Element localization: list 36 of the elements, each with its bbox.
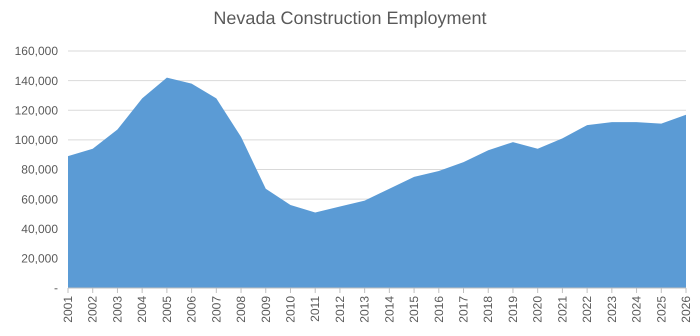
x-tick-label: 2014: [382, 296, 396, 323]
x-tick-label: 2023: [604, 296, 619, 323]
y-tick-label: 60,000: [21, 192, 58, 206]
y-tick-label: 80,000: [21, 162, 58, 177]
x-tick-label: 2011: [308, 296, 322, 322]
y-tick-label: 160,000: [14, 44, 58, 58]
x-tick-label: 2007: [209, 296, 224, 323]
y-tick-label: -: [54, 281, 58, 296]
y-tick-label: 120,000: [14, 103, 58, 118]
x-tick-label: 2017: [456, 296, 471, 323]
x-tick-label: 2010: [283, 296, 298, 323]
x-tick-label: 2021: [555, 296, 570, 323]
y-tick-label: 140,000: [14, 74, 58, 88]
x-tick-label: 2020: [530, 296, 545, 323]
y-tick-label: 20,000: [21, 252, 58, 266]
x-tick-label: 2025: [654, 296, 668, 323]
x-tick-label: 2019: [506, 296, 520, 323]
x-tick-label: 2012: [332, 296, 347, 323]
y-tick-label: 100,000: [14, 133, 58, 148]
x-tick-label: 2008: [234, 296, 248, 323]
x-tick-label: 2009: [258, 296, 273, 323]
x-tick-label: 2018: [481, 296, 496, 323]
x-tick-label: 2015: [407, 296, 422, 323]
x-tick-label: 2004: [135, 296, 150, 323]
x-tick-label: 2026: [679, 296, 693, 323]
chart-title: Nevada Construction Employment: [213, 8, 487, 28]
y-tick-label: 40,000: [21, 222, 58, 236]
x-tick-label: 2024: [630, 296, 644, 323]
x-tick-label: 2003: [110, 296, 124, 323]
x-tick-label: 2013: [358, 296, 372, 323]
x-tick-label: 2006: [184, 296, 199, 323]
x-tick-label: 2016: [432, 296, 446, 323]
x-tick-label: 2022: [580, 296, 594, 323]
x-tick-label: 2001: [61, 296, 75, 323]
x-tick-label: 2002: [86, 296, 100, 323]
x-tick-label: 2005: [160, 296, 174, 323]
